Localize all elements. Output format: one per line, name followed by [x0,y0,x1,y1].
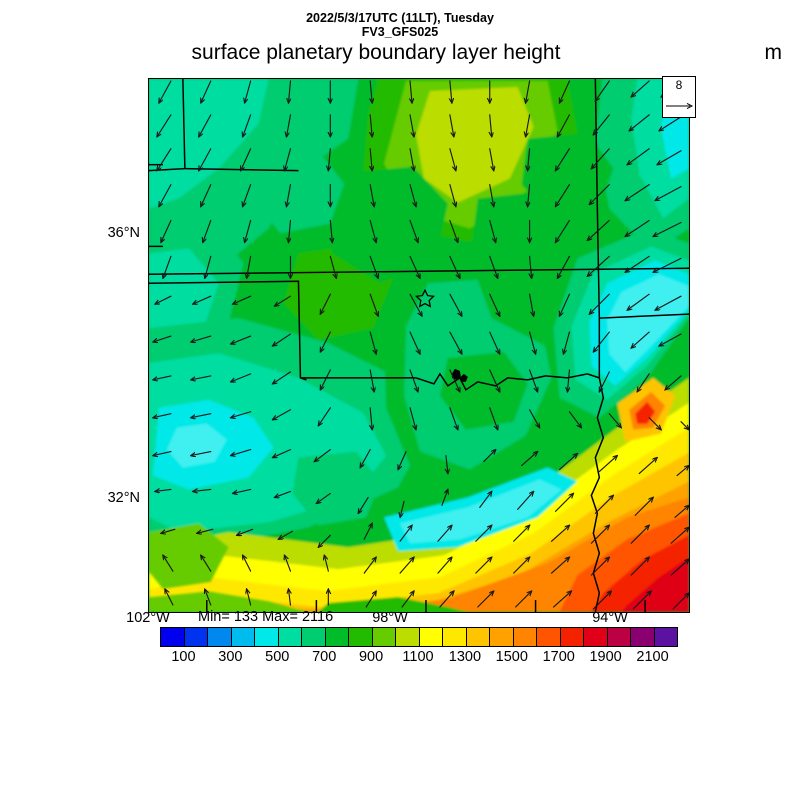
colorbar-swatch [278,628,302,646]
min-max-annotation: Min= 133 Max= 2116 [198,609,334,625]
colorbar-swatch [161,628,185,646]
xtick-label-94W: 94°W [592,610,628,626]
colorbar-swatch [631,628,655,646]
colorbar-swatch [349,628,373,646]
units-label: m [764,41,783,64]
colorbar-swatch [443,628,467,646]
title-block: 2022/5/3/17UTC (11LT), Tuesday FV3_GFS02… [0,12,800,39]
xtick-label-98W: 98°W [372,610,408,626]
colorbar-swatch [560,628,584,646]
colorbar-swatch [184,628,208,646]
map-plot-area[interactable] [148,78,690,613]
colorbar-tick-label: 2100 [636,649,669,665]
colorbar-swatch [490,628,514,646]
colorbar-swatch [372,628,396,646]
colorbar-tick-label: 100 [171,649,196,665]
colorbar-swatch [537,628,561,646]
colorbar-swatch [325,628,349,646]
colorbar-swatch [255,628,279,646]
state-boundaries [149,79,689,612]
colorbar-swatch [513,628,537,646]
wind-vector-key-value: 8 [675,78,683,92]
ytick-label-32N: 32°N [107,490,140,506]
ytick-label-36N: 36°N [107,225,140,241]
xtick-label-102W: 102°W [126,610,170,626]
page-title: surface planetary boundary layer height [191,41,561,64]
colorbar-tick-label: 500 [265,649,290,665]
colorbar-swatch [584,628,608,646]
wind-vector-arrow-icon [666,102,694,110]
colorbar-swatch [231,628,255,646]
colorbar-tick-label: 1100 [402,649,434,665]
colorbar-tick-label: 900 [358,649,384,665]
wind-vector-key: 8 [662,76,696,118]
colorbar[interactable] [160,627,678,647]
colorbar-tick-label: 1300 [448,649,482,665]
colorbar-swatch [654,628,677,646]
colorbar-swatch [607,628,631,646]
colorbar-swatch [208,628,232,646]
colorbar-swatch [419,628,443,646]
colorbar-tick-label: 1900 [589,649,622,665]
colorbar-tick-label: 700 [312,649,337,665]
colorbar-tick-label: 300 [218,649,243,665]
colorbar-tick-labels: 100 300 500 700 900 1100 1300 1500 1700 1900 2100 [160,649,678,669]
colorbar-swatch [396,628,420,646]
star-marker-icon [414,288,435,308]
title-model-name: FV3_GFS025 [361,25,439,39]
colorbar-tick-label: 1500 [495,649,528,665]
wind-vector-field [153,80,689,610]
map-overlay [149,79,689,612]
colorbar-swatch [302,628,326,646]
colorbar-swatch [466,628,490,646]
colorbar-tick-label: 1700 [542,649,575,665]
title-datetime: 2022/5/3/17UTC (11LT), Tuesday [306,11,494,25]
pbl-height-shaded-field [149,79,689,612]
